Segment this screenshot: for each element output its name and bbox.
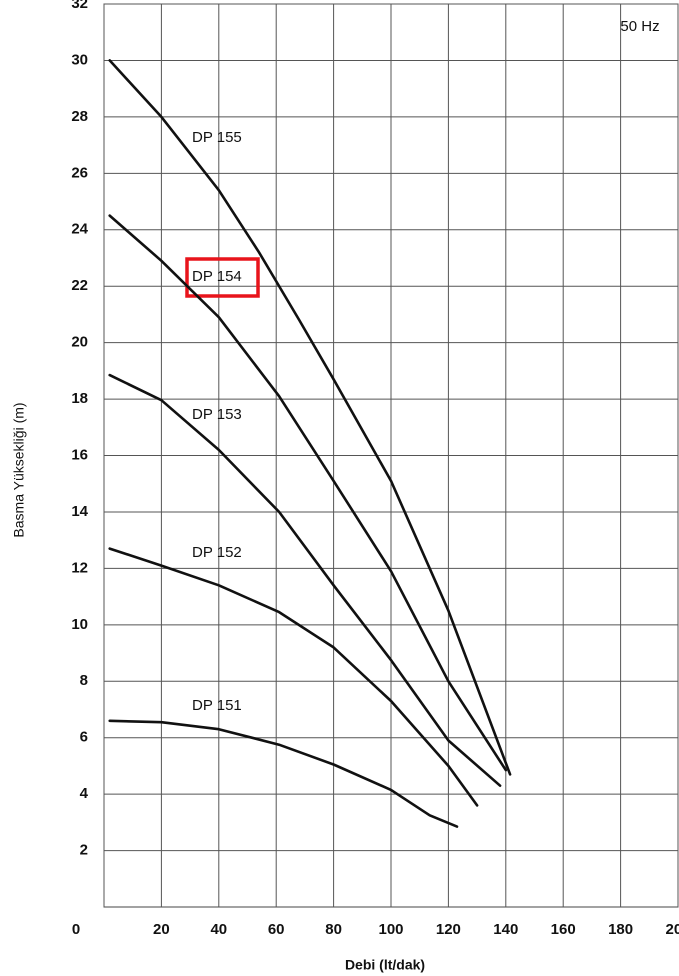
x-tick-label: 140 xyxy=(493,921,518,938)
y-tick-label: 18 xyxy=(71,390,88,407)
x-tick-label: 100 xyxy=(378,921,403,938)
x-tick-label: 40 xyxy=(210,921,227,938)
y-tick-label: 28 xyxy=(71,108,88,125)
curve-label: DP 154 xyxy=(192,268,242,285)
highlight-box xyxy=(185,257,260,298)
y-tick-label: 32 xyxy=(71,0,88,12)
y-tick-label: 22 xyxy=(71,277,88,294)
y-tick-label: 2 xyxy=(80,842,88,859)
y-tick-label: 4 xyxy=(80,785,89,802)
curve-label: DP 155 xyxy=(192,129,242,146)
curve-label: DP 152 xyxy=(192,544,242,561)
x-tick-label: 180 xyxy=(608,921,633,938)
y-tick-label: 26 xyxy=(71,164,88,181)
y-tick-label: 16 xyxy=(71,446,88,463)
x-tick-label: 200 xyxy=(665,921,679,938)
y-tick-label: 6 xyxy=(80,729,88,746)
y-axis-title: Basma Yüksekliği (m) xyxy=(11,402,27,537)
y-tick-label: 10 xyxy=(71,616,88,633)
x-tick-label: 80 xyxy=(325,921,342,938)
x-tick-label: 160 xyxy=(551,921,576,938)
y-tick-label: 8 xyxy=(80,672,88,689)
pump-curve xyxy=(108,59,512,776)
frequency-annotation: 50 Hz xyxy=(620,18,659,35)
x-tick-label: 0 xyxy=(72,921,80,938)
x-axis-title: Debi (lt/dak) xyxy=(345,957,425,973)
y-tick-label: 20 xyxy=(71,334,88,351)
x-tick-label: 120 xyxy=(436,921,461,938)
curve-label: DP 151 xyxy=(192,697,242,714)
y-tick-label: 12 xyxy=(71,559,88,576)
pump-curve xyxy=(108,373,502,787)
pump-curve xyxy=(108,547,479,807)
x-tick-label: 60 xyxy=(268,921,285,938)
pump-curve xyxy=(108,719,459,828)
pump-curve xyxy=(108,214,508,772)
y-tick-label: 24 xyxy=(71,221,88,238)
curve-label: DP 153 xyxy=(192,406,242,423)
y-tick-label: 30 xyxy=(71,51,88,68)
x-tick-label: 20 xyxy=(153,921,170,938)
y-tick-label: 14 xyxy=(71,503,88,520)
